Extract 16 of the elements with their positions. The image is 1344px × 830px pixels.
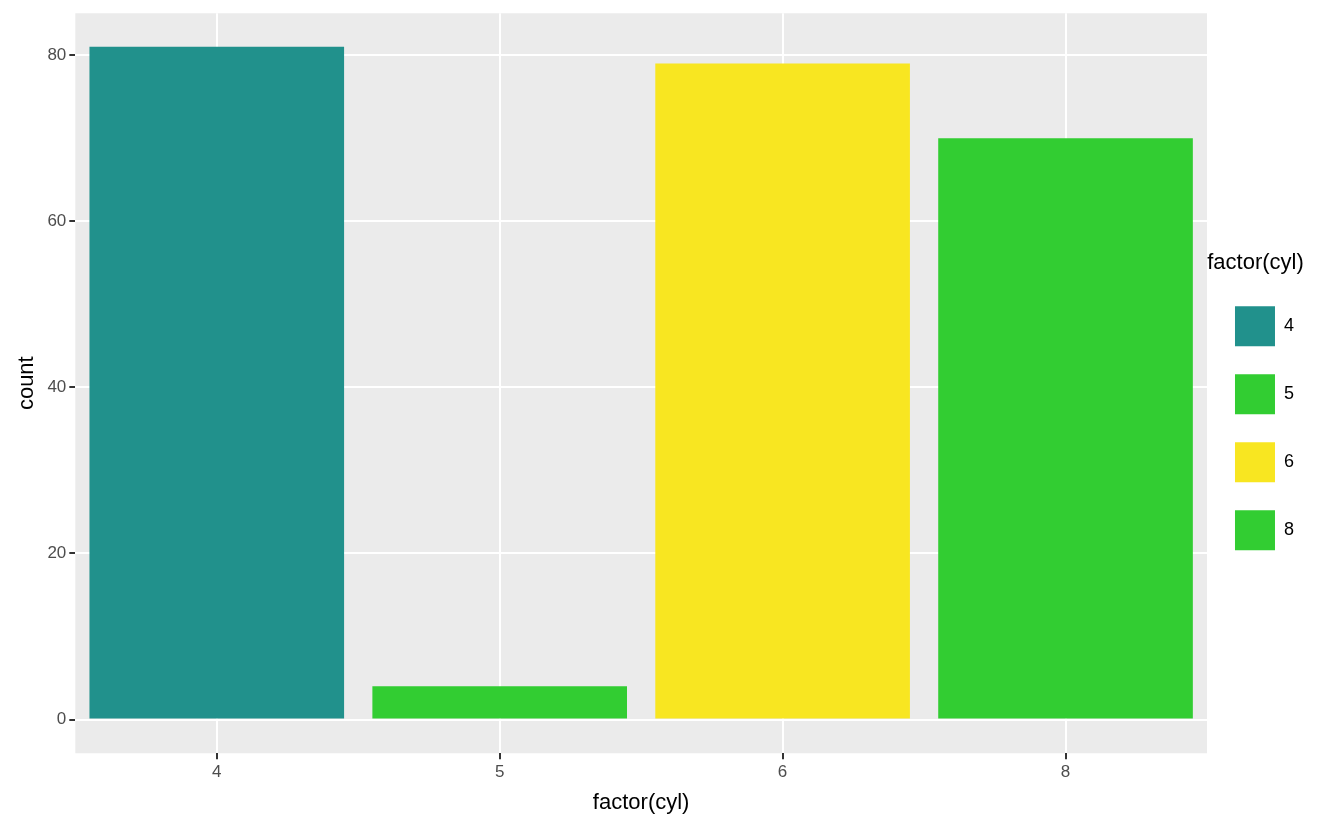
x-tick-label: 4 (212, 762, 222, 782)
y-tick-label: 80 (47, 44, 67, 64)
y-tick-label: 40 (47, 377, 67, 397)
x-tick-label: 5 (494, 762, 505, 782)
x-tick-label: 6 (777, 762, 788, 782)
y-tick-label: 0 (56, 709, 67, 729)
legend-label: 4 (1283, 315, 1294, 336)
legend-title: factor(cyl) (1207, 248, 1304, 274)
legend-label: 8 (1283, 519, 1294, 540)
legend-label: 5 (1283, 383, 1294, 404)
x-tick-label: 8 (1060, 762, 1071, 782)
y-axis-title: count (13, 356, 39, 411)
x-axis-title: factor(cyl) (592, 788, 690, 814)
y-tick-label: 20 (47, 543, 67, 563)
legend-label: 6 (1283, 451, 1294, 472)
y-tick-label: 60 (47, 210, 67, 230)
